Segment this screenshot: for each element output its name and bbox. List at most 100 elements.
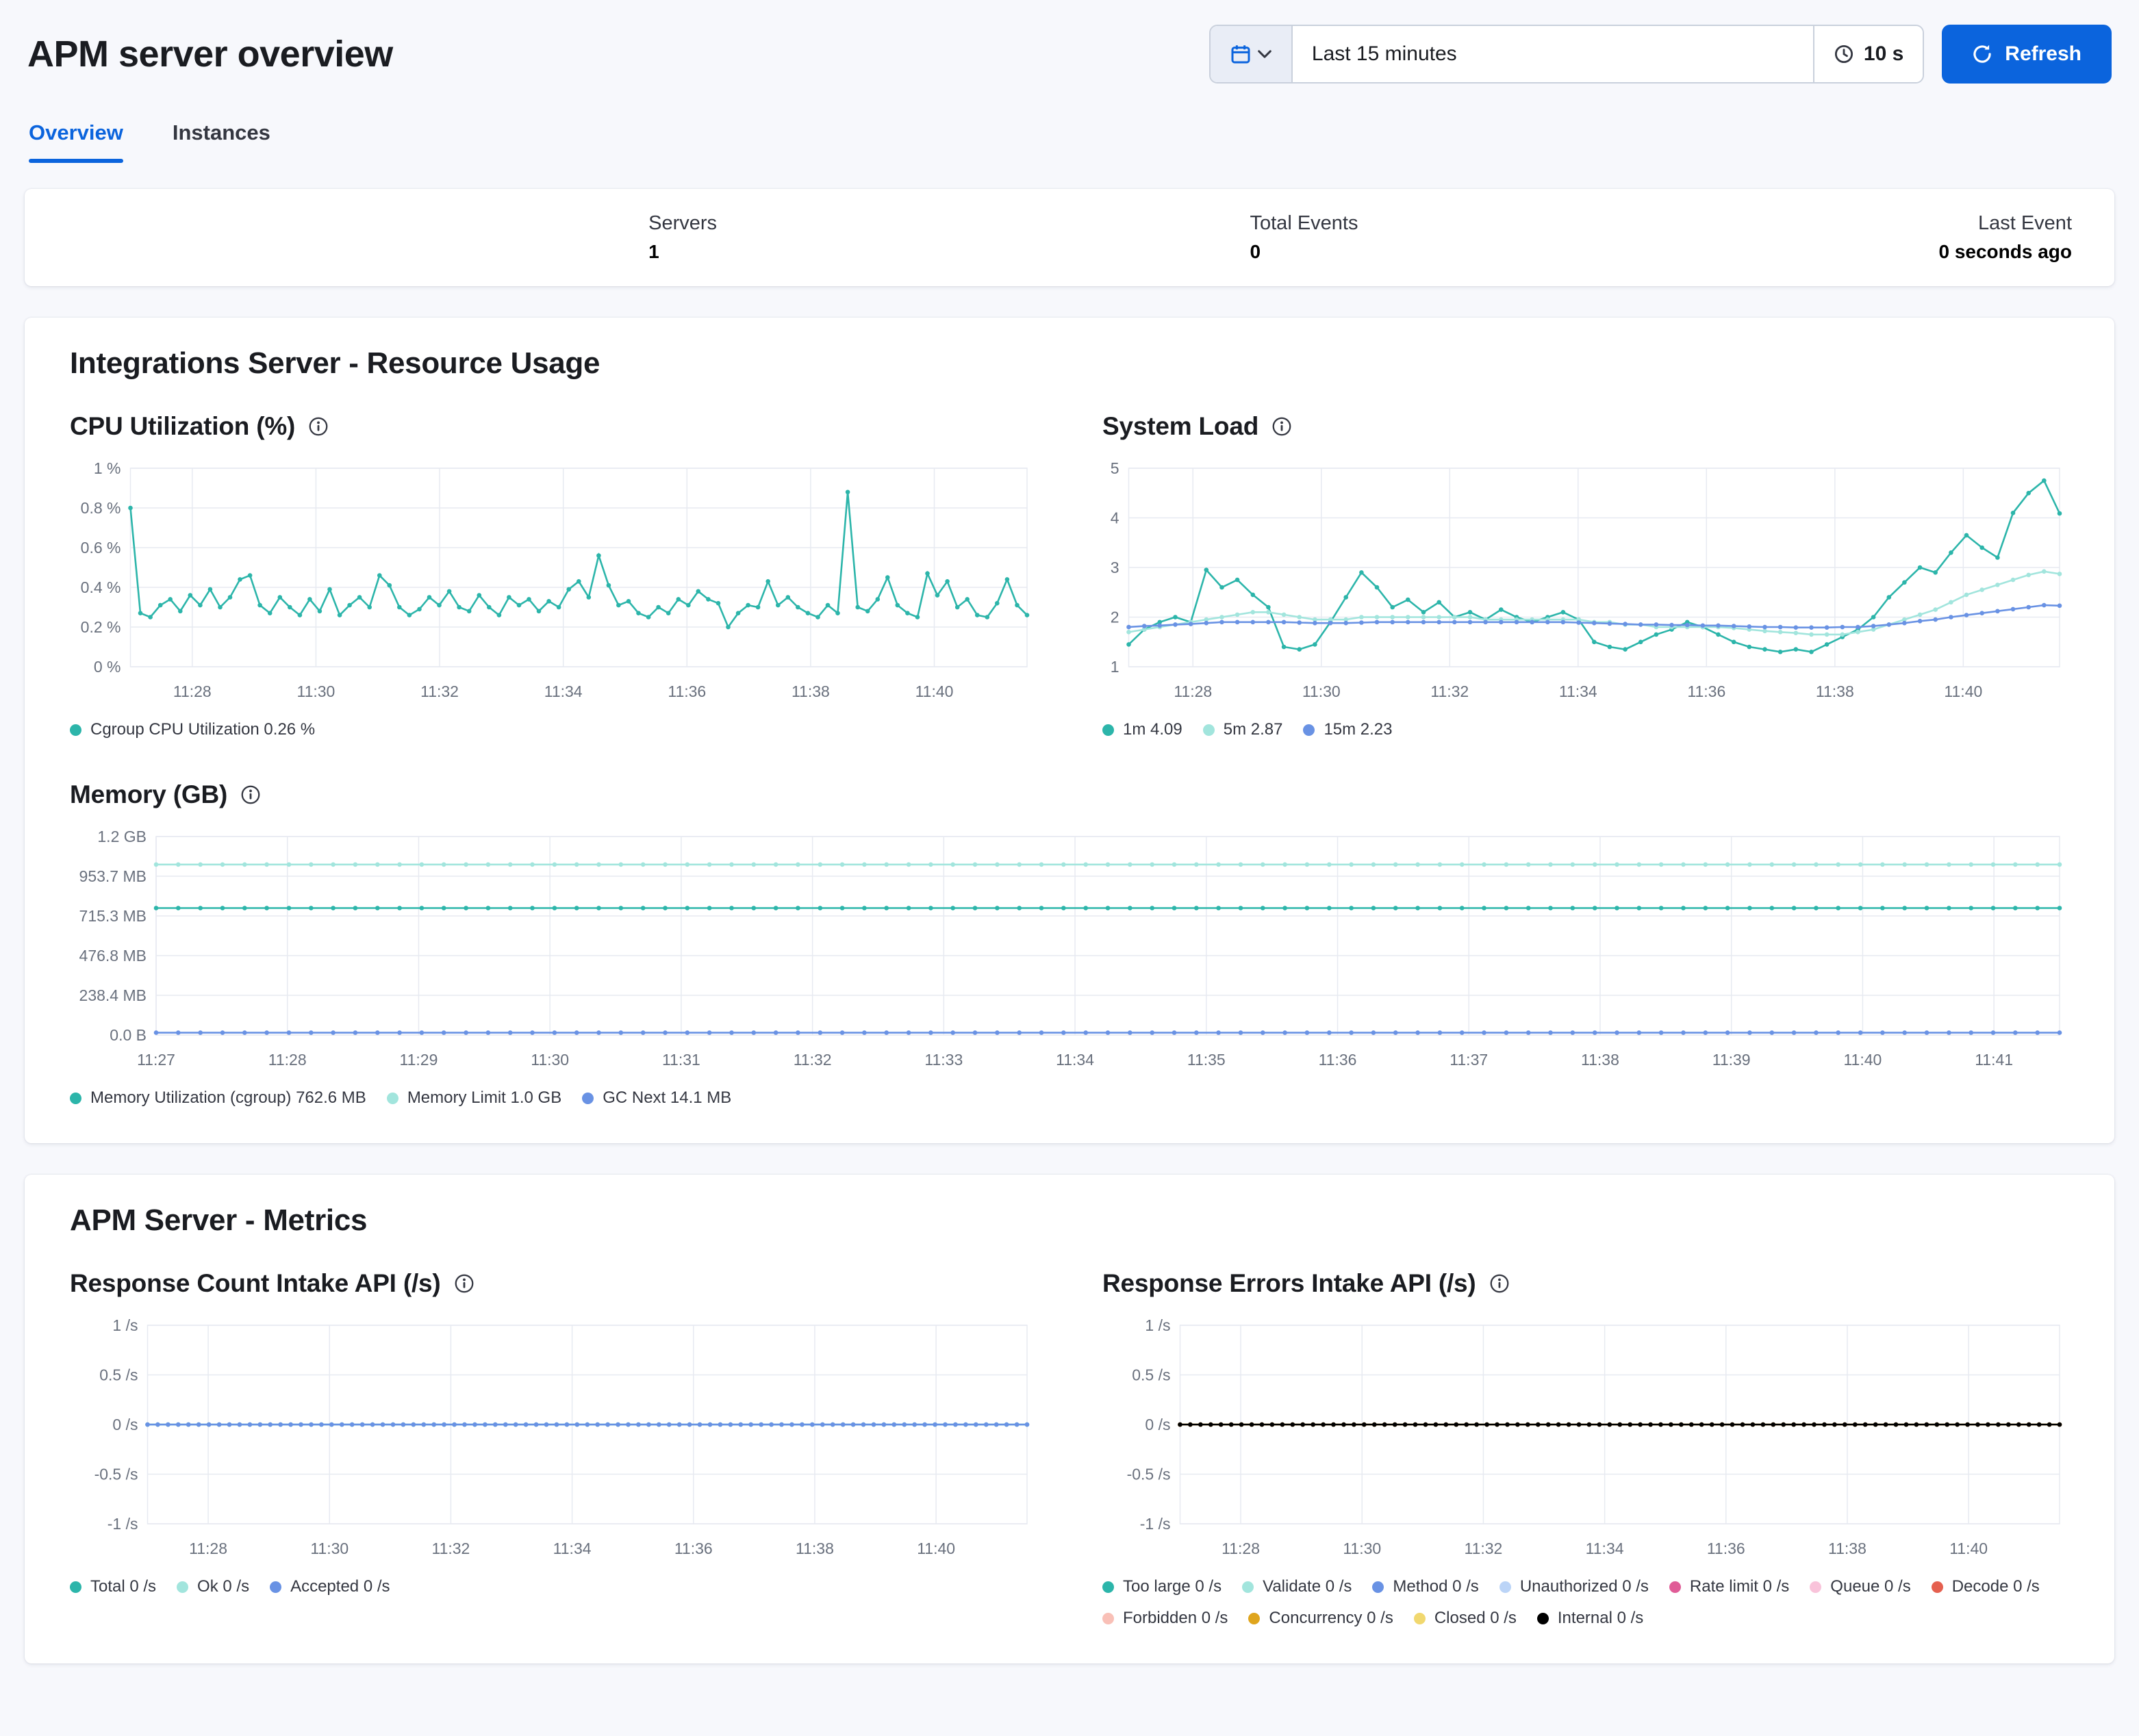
legend-dot: [70, 1092, 81, 1104]
legend-item[interactable]: Closed 0 /s: [1413, 1609, 1517, 1628]
legend-item[interactable]: Ok 0 /s: [177, 1577, 249, 1596]
svg-text:0.0 B: 0.0 B: [110, 1026, 147, 1044]
svg-text:0.8 %: 0.8 %: [81, 499, 121, 517]
svg-text:11:34: 11:34: [544, 682, 583, 700]
system-load-plot: 1 2 3 4 5 11:28 11:30 11:32 11:34 11:36 11:38 11:40: [1102, 459, 2069, 705]
legend-item[interactable]: 5m 2.87: [1202, 720, 1282, 739]
svg-text:238.4 MB: 238.4 MB: [79, 986, 147, 1004]
legend-dot: [1810, 1581, 1822, 1593]
chart-canvas: 0.0 B 238.4 MB 476.8 MB 715.3 MB 953.7 MB 1.2…: [79, 828, 2062, 1069]
chart-title: Response Count Intake API (/s): [70, 1269, 441, 1297]
legend-label: Rate limit 0 /s: [1689, 1577, 1790, 1596]
tab-bar: Overview Instances: [27, 120, 2112, 163]
chevron-down-icon: [1258, 49, 1271, 59]
svg-text:-0.5 /s: -0.5 /s: [94, 1466, 138, 1483]
refresh-interval-label: 10 s: [1863, 42, 1904, 65]
legend-label: Queue 0 /s: [1830, 1577, 1911, 1596]
legend-item[interactable]: Rate limit 0 /s: [1669, 1577, 1789, 1596]
legend-dot: [582, 1092, 594, 1104]
legend-item[interactable]: Too large 0 /s: [1102, 1577, 1222, 1596]
legend-item[interactable]: Validate 0 /s: [1242, 1577, 1352, 1596]
svg-text:11:38: 11:38: [1816, 682, 1854, 700]
legend-dot: [270, 1581, 282, 1593]
legend-item[interactable]: 15m 2.23: [1303, 720, 1393, 739]
legend-dot: [70, 1581, 81, 1593]
legend-item[interactable]: Unauthorized 0 /s: [1499, 1577, 1649, 1596]
svg-text:-1 /s: -1 /s: [107, 1515, 138, 1533]
svg-text:11:39: 11:39: [1712, 1051, 1751, 1069]
svg-text:11:28: 11:28: [173, 682, 212, 700]
stat-last-event: Last Event 0 seconds ago: [1938, 212, 2072, 263]
svg-text:11:34: 11:34: [1586, 1540, 1624, 1557]
svg-text:-1 /s: -1 /s: [1140, 1515, 1171, 1533]
legend-item[interactable]: Accepted 0 /s: [270, 1577, 390, 1596]
legend-label: Accepted 0 /s: [290, 1577, 390, 1596]
info-icon[interactable]: [1490, 1274, 1509, 1293]
legend-item[interactable]: Memory Utilization (cgroup) 762.6 MB: [70, 1088, 366, 1108]
svg-text:11:40: 11:40: [1949, 1540, 1988, 1557]
legend-dot: [177, 1581, 189, 1593]
legend-dot: [1413, 1612, 1426, 1624]
refresh-button[interactable]: Refresh: [1942, 25, 2112, 84]
time-range-input[interactable]: [1292, 26, 1813, 82]
svg-text:1.2 GB: 1.2 GB: [97, 828, 147, 845]
legend-item[interactable]: Method 0 /s: [1372, 1577, 1479, 1596]
chart-canvas: -1 /s -0.5 /s 0 /s 0.5 /s 1 /s 11:28 11:30 11:3…: [94, 1316, 1030, 1557]
svg-text:0.5 /s: 0.5 /s: [1132, 1366, 1170, 1384]
legend-item[interactable]: Decode 0 /s: [1931, 1577, 2040, 1596]
legend-dot: [1102, 724, 1114, 736]
memory-chart: Memory (GB) 0.0 B 238.4 MB 476.8 MB 715.3 M…: [70, 780, 2069, 1108]
refresh-interval-button[interactable]: 10 s: [1812, 26, 1923, 82]
legend-dot: [1669, 1581, 1681, 1593]
svg-text:11:29: 11:29: [400, 1051, 438, 1069]
legend-dot: [1931, 1581, 1943, 1593]
svg-text:11:32: 11:32: [432, 1540, 470, 1557]
legend-dot: [1248, 1612, 1261, 1624]
tab-overview[interactable]: Overview: [29, 120, 123, 163]
svg-text:0.5 /s: 0.5 /s: [99, 1366, 138, 1384]
svg-text:0 /s: 0 /s: [1145, 1416, 1170, 1433]
chart-title: Memory (GB): [70, 780, 228, 808]
svg-text:0.2 %: 0.2 %: [81, 618, 121, 636]
legend-item[interactable]: Concurrency 0 /s: [1248, 1609, 1393, 1628]
timer-icon: [1834, 44, 1854, 64]
legend-item[interactable]: Forbidden 0 /s: [1102, 1609, 1228, 1628]
info-icon[interactable]: [309, 417, 328, 436]
response-errors-plot: -1 /s -0.5 /s 0 /s 0.5 /s 1 /s 11:28 11:30 11:3…: [1102, 1316, 2069, 1562]
refresh-icon: [1972, 44, 1992, 64]
legend-item[interactable]: GC Next 14.1 MB: [582, 1088, 731, 1108]
info-icon[interactable]: [1272, 417, 1291, 436]
legend-label: Decode 0 /s: [1951, 1577, 2040, 1596]
svg-text:11:30: 11:30: [310, 1540, 349, 1557]
legend-label: Concurrency 0 /s: [1269, 1609, 1393, 1627]
info-icon[interactable]: [455, 1274, 474, 1293]
legend-dot: [1303, 724, 1315, 736]
legend-label: 1m 4.09: [1123, 720, 1182, 739]
svg-text:476.8 MB: 476.8 MB: [79, 947, 147, 965]
stat-total-events: Total Events 0: [1250, 212, 1939, 263]
date-picker-button[interactable]: [1210, 26, 1293, 82]
legend-label: Unauthorized 0 /s: [1519, 1577, 1649, 1596]
svg-text:11:33: 11:33: [924, 1051, 963, 1069]
calendar-icon: [1230, 44, 1251, 64]
svg-text:11:38: 11:38: [1828, 1540, 1866, 1557]
svg-text:11:28: 11:28: [1174, 682, 1212, 700]
legend-item[interactable]: Cgroup CPU Utilization 0.26 %: [70, 720, 315, 739]
svg-text:11:40: 11:40: [1944, 682, 1982, 700]
tab-instances[interactable]: Instances: [172, 120, 270, 144]
legend-item[interactable]: Queue 0 /s: [1810, 1577, 1911, 1596]
legend-item[interactable]: Internal 0 /s: [1536, 1609, 1643, 1628]
legend-item[interactable]: 1m 4.09: [1102, 720, 1182, 739]
legend-dot: [1372, 1581, 1384, 1593]
resource-usage-section: Integrations Server - Resource Usage CPU…: [25, 318, 2114, 1143]
legend-label: Closed 0 /s: [1434, 1609, 1517, 1627]
date-picker-group: 10 s: [1208, 25, 1925, 84]
svg-text:11:28: 11:28: [268, 1051, 307, 1069]
info-icon[interactable]: [241, 785, 260, 804]
legend-item[interactable]: Memory Limit 1.0 GB: [386, 1088, 561, 1108]
time-controls: 10 s Refresh: [1208, 25, 2112, 84]
resource-usage-chart-grid: CPU Utilization (%) 0 % 0.2 % 0.4 % 0.6 % 0.…: [70, 412, 2069, 739]
legend-item[interactable]: Total 0 /s: [70, 1577, 156, 1596]
system-load-chart: System Load 1 2 3 4 5 11:28 11:30 11:32 11:34 11:…: [1102, 412, 2069, 739]
svg-text:11:36: 11:36: [1707, 1540, 1745, 1557]
